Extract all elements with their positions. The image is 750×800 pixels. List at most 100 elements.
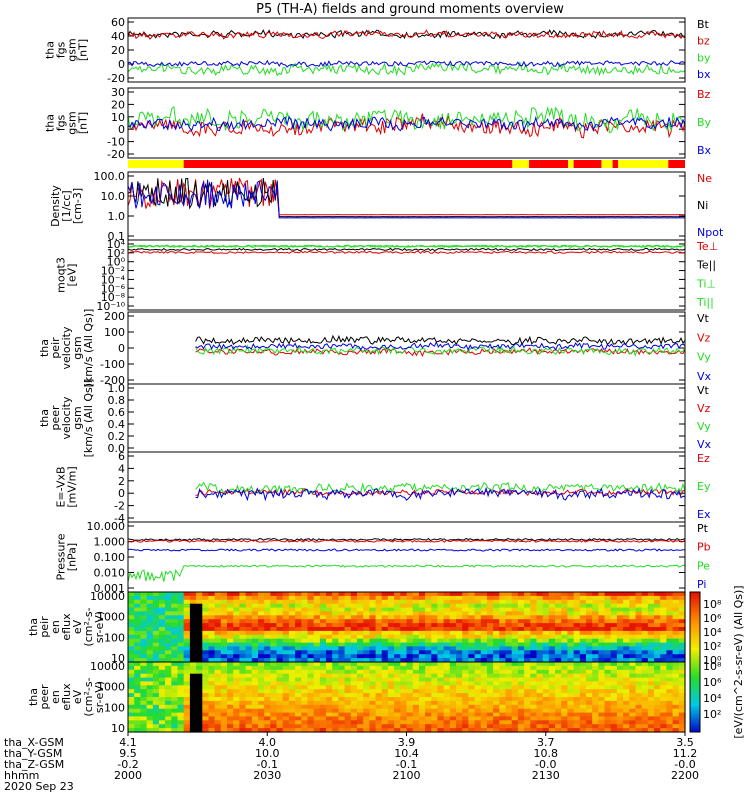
heatmap-cell xyxy=(505,712,513,718)
heatmap-cell xyxy=(548,720,556,725)
heatmap-cell xyxy=(196,728,203,733)
heatmap-cell xyxy=(338,689,346,694)
heatmap-cell xyxy=(258,662,265,667)
heatmap-cell xyxy=(449,716,457,721)
heatmap-cell xyxy=(592,724,599,729)
colorbar-band xyxy=(690,678,700,682)
heatmap-cell xyxy=(480,615,488,620)
heatmap-cell xyxy=(487,599,494,605)
heatmap-cell xyxy=(616,716,624,721)
heatmap-cell xyxy=(202,650,210,655)
heatmap-cell xyxy=(431,627,439,632)
heatmap-cell xyxy=(196,619,203,624)
heatmap-cell xyxy=(406,720,414,725)
heatmap-cell xyxy=(258,619,265,624)
heatmap-cell xyxy=(319,627,327,632)
heatmap-cell xyxy=(542,681,550,686)
heatmap-cell xyxy=(295,662,302,667)
heatmap-cell xyxy=(251,720,259,725)
heatmap-cell xyxy=(177,592,185,597)
heatmap-cell xyxy=(363,728,370,733)
legend-entry: Ni xyxy=(697,199,708,212)
heatmap-cell xyxy=(400,728,408,733)
heatmap-cell xyxy=(208,607,216,613)
heatmap-cell xyxy=(214,728,222,733)
heatmap-cell xyxy=(128,603,135,609)
heatmap-cell xyxy=(654,611,661,616)
heatmap-cell xyxy=(641,634,649,640)
heatmap-cell xyxy=(660,708,667,714)
heatmap-cell xyxy=(561,638,568,644)
y-axis-label-line: Density xyxy=(49,185,62,227)
heatmap-cell xyxy=(586,724,593,729)
heatmap-cell xyxy=(456,630,463,636)
heatmap-cell xyxy=(196,592,203,597)
heatmap-cell xyxy=(134,599,141,605)
heatmap-cell xyxy=(468,697,476,702)
heatmap-cell xyxy=(332,693,339,698)
heatmap-cell xyxy=(295,665,302,671)
heatmap-cell xyxy=(282,615,290,620)
heatmap-cell xyxy=(623,627,630,632)
heatmap-cell xyxy=(641,630,649,636)
heatmap-cell xyxy=(573,619,581,624)
colorbar-band xyxy=(690,601,700,605)
heatmap-cell xyxy=(189,595,197,601)
heatmap-cell xyxy=(493,724,500,729)
heatmap-cell xyxy=(350,689,358,694)
heatmap-cell xyxy=(586,615,593,620)
heatmap-cell xyxy=(511,720,519,725)
heatmap-cell xyxy=(326,619,333,624)
heatmap-cell xyxy=(146,685,154,690)
heatmap-cell xyxy=(363,662,370,667)
heatmap-cell xyxy=(183,712,191,718)
heatmap-cell xyxy=(443,650,451,655)
heatmap-cell xyxy=(660,716,667,721)
heatmap-cell xyxy=(468,720,476,725)
heatmap-cell xyxy=(530,700,538,706)
heatmap-cell xyxy=(530,712,538,718)
heatmap-cell xyxy=(319,654,327,659)
heatmap-cell xyxy=(214,630,222,636)
heatmap-cell xyxy=(282,638,290,644)
heatmap-cell xyxy=(647,595,655,601)
heatmap-cell xyxy=(418,623,426,628)
heatmap-cell xyxy=(313,662,321,667)
heatmap-cell xyxy=(128,634,135,640)
heatmap-cell xyxy=(177,689,185,694)
heatmap-cell xyxy=(196,708,203,714)
heatmap-cell xyxy=(301,638,309,644)
heatmap-cell xyxy=(505,654,513,659)
heatmap-cell xyxy=(524,642,531,648)
heatmap-cell xyxy=(406,654,414,659)
y-tick-label: 20 xyxy=(111,98,125,111)
heatmap-cell xyxy=(363,669,370,675)
heatmap-cell xyxy=(301,708,309,714)
heatmap-cell xyxy=(165,728,172,733)
heatmap-cell xyxy=(307,592,315,597)
heatmap-cell xyxy=(158,654,166,659)
heatmap-cell xyxy=(171,642,179,648)
heatmap-cell xyxy=(480,685,488,690)
heatmap-cell xyxy=(468,712,476,718)
heatmap-cell xyxy=(140,704,148,710)
heatmap-cell xyxy=(140,697,148,702)
heatmap-cell xyxy=(647,623,655,628)
heatmap-cell xyxy=(208,599,216,605)
heatmap-cell xyxy=(474,700,482,706)
heatmap-cell xyxy=(530,681,538,686)
heatmap-cell xyxy=(406,712,414,718)
heatmap-cell xyxy=(654,599,661,605)
heatmap-cell xyxy=(598,693,606,698)
heatmap-cell xyxy=(672,611,680,616)
heatmap-cell xyxy=(264,654,271,659)
heatmap-cell xyxy=(456,623,463,628)
heatmap-cell xyxy=(313,704,321,710)
heatmap-cell xyxy=(592,716,599,721)
heatmap-cell xyxy=(672,646,680,651)
heatmap-cell xyxy=(326,720,333,725)
heatmap-cell xyxy=(146,642,154,648)
heatmap-cell xyxy=(381,712,389,718)
heatmap-cell xyxy=(474,665,482,671)
panel-frame xyxy=(127,451,686,523)
